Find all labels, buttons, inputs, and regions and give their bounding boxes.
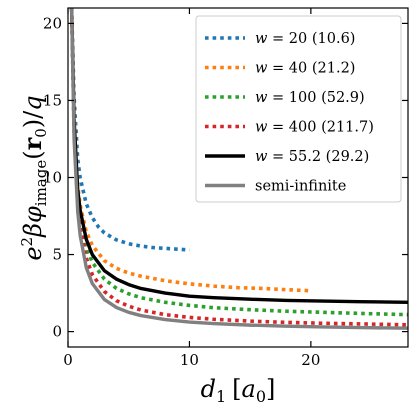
series-lines — [69, 8, 408, 330]
y-tick-label: 15 — [43, 91, 62, 109]
legend-entry: semi-infinite — [205, 179, 346, 195]
y-tick-label: 5 — [52, 246, 62, 264]
y-tick-label: 0 — [52, 323, 62, 341]
legend-box — [195, 15, 402, 203]
legend-entry: w = 40 (21.2) — [205, 61, 355, 77]
legend-label: w = 400 (211.7) — [255, 120, 374, 136]
axis-ticks — [67, 8, 408, 347]
legend: w = 20 (10.6) w = 40 (21.2) w = 100 (52.9)… — [195, 15, 402, 203]
legend-label: w = 55.2 (29.2) — [255, 149, 369, 165]
legend-entry: w = 400 (211.7) — [205, 120, 374, 136]
x-tick-label: 20 — [301, 351, 320, 369]
x-axis-label: d1 [a0] — [201, 375, 276, 406]
y-tick-label: 10 — [43, 169, 62, 187]
series-line-6 — [69, 8, 408, 330]
legend-entry: w = 20 (10.6) — [205, 31, 355, 47]
legend-label: w = 100 (52.9) — [255, 90, 365, 106]
legend-label: w = 40 (21.2) — [255, 61, 355, 77]
tick-labels: 0 10 20 0 5 10 15 20 — [43, 14, 320, 369]
legend-entry: w = 100 (52.9) — [205, 90, 365, 106]
x-tick-label: 10 — [180, 351, 199, 369]
series-line-5 — [69, 8, 408, 305]
legend-label: w = 20 (10.6) — [255, 31, 355, 47]
series-line-1 — [69, 8, 190, 252]
legend-entry: w = 55.2 (29.2) — [205, 149, 369, 165]
legend-label: semi-infinite — [255, 179, 346, 195]
y-tick-label: 20 — [43, 14, 62, 32]
x-tick-label: 0 — [63, 351, 73, 369]
y-axis-label: e2βφimage(r0)/q — [18, 95, 50, 260]
